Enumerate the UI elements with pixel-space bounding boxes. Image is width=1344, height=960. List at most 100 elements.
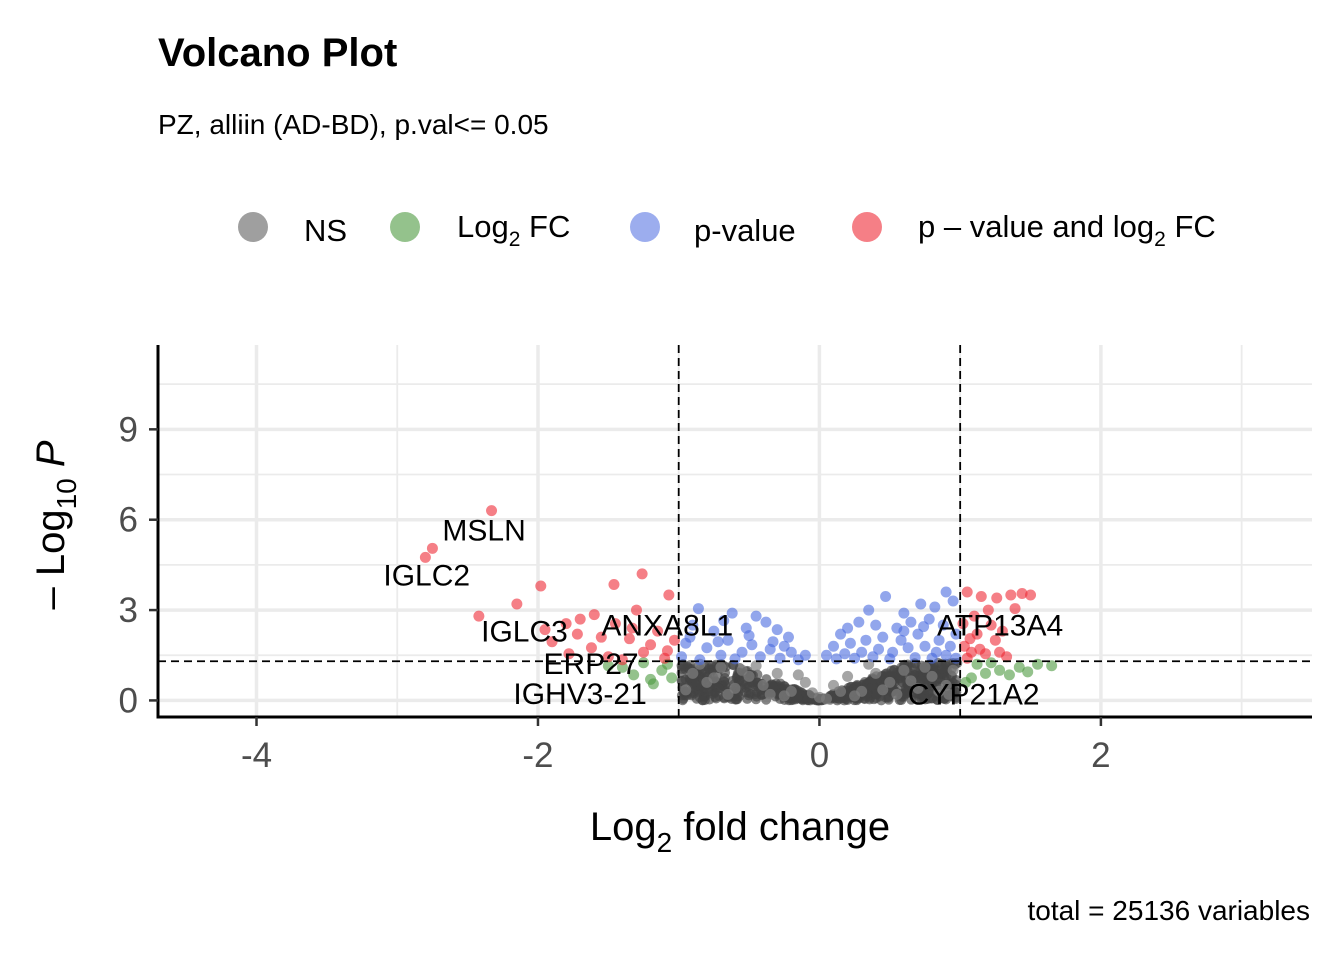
p-point [895,634,907,646]
ns-point [750,660,762,672]
ns-point [842,670,854,682]
gene-label: IGHV3-21 [513,678,646,711]
gene-label: MSLN [442,514,525,547]
fc-point [1003,669,1015,681]
fcp-point [608,578,620,590]
ns-point [778,690,790,702]
fcp-point [964,633,976,645]
fc-point [666,672,678,684]
fcp-point [996,625,1008,637]
fcp-point [419,551,431,563]
ns-point [898,664,910,676]
axes: -4 -2 0 2 0 3 6 9 [119,345,1312,775]
ns-point [891,688,903,700]
legend-key-p [630,212,660,242]
fcp-point [602,651,614,663]
chart-caption: total = 25136 variables [1027,895,1310,926]
fc-point [1022,666,1034,678]
y-tick-label: 3 [119,591,138,630]
p-point [712,636,724,648]
fcp-point [563,648,575,660]
p-point [782,631,794,643]
p-point [750,610,762,622]
fcp-point [623,633,635,645]
p-point [722,634,734,646]
ns-point [877,684,889,696]
ns-point [751,694,762,705]
p-point [694,654,706,666]
fc-point [645,673,657,685]
p-point [853,616,865,628]
fcp-point [638,646,650,658]
fcp-point [1016,588,1028,600]
p-point [830,653,842,665]
p-point [701,642,713,654]
legend-label-fcp: p – value and log2 FC [918,209,1216,251]
p-point [940,586,952,598]
legend-label-ns: NS [304,213,347,248]
gene-label: ATP13A4 [937,610,1063,643]
legend-key-fc [390,212,420,242]
p-point [905,616,917,628]
ns-point [719,673,730,684]
ns-point [687,667,699,679]
p-point [692,603,704,615]
y-axis-title: – Log10 P [29,440,82,609]
fcp-point [968,610,980,622]
ns-point [771,667,783,679]
p-point [792,654,804,666]
ns-point [741,687,752,698]
ns-point [799,676,811,688]
p-point [933,634,945,646]
ns-point [732,691,743,702]
fcp-point [1005,589,1017,601]
legend: NS Log2 FC p-value p – value and log2 FC [238,209,1216,251]
ns-point [926,670,938,682]
fc-point [628,669,640,681]
ns-point [757,679,769,691]
gene-label: CYP21A2 [908,678,1040,711]
p-point [950,628,962,640]
fcp-point [574,613,586,625]
legend-key-ns [238,212,268,242]
fcp-point [511,598,523,610]
p-point [915,598,927,610]
fcp-point [595,631,607,643]
p-point [839,648,851,660]
fcp-point [961,586,973,598]
p-point [918,621,930,633]
fc-point [1046,660,1058,672]
fcp-point [982,604,994,616]
fcp-point [989,634,1001,646]
ns-point [749,679,760,690]
legend-label-p: p-value [694,213,796,248]
fcp-point [991,592,1003,604]
x-tick-label: -2 [522,736,553,775]
fc-point [616,661,628,673]
fcp-point [652,625,664,637]
ns-point [703,686,714,697]
ns-point [884,676,896,688]
fc-point [602,660,614,672]
ns-point [920,694,931,705]
p-point [729,653,741,665]
points [419,505,1058,706]
p-point [820,649,832,661]
gene-label: IGLC2 [383,559,470,592]
fcp-point [560,618,572,630]
p-point [726,607,738,619]
p-point [771,624,783,636]
p-point [919,640,931,652]
p-point [835,628,847,640]
chart-title: Volcano Plot [158,31,397,75]
ns-point [900,688,911,699]
p-point [947,595,959,607]
p-point [743,630,755,642]
gene-label: ANXA8L1 [601,610,733,643]
fcp-point [546,636,558,648]
p-point [715,649,727,661]
fc-point [980,667,992,679]
p-point [760,616,772,628]
